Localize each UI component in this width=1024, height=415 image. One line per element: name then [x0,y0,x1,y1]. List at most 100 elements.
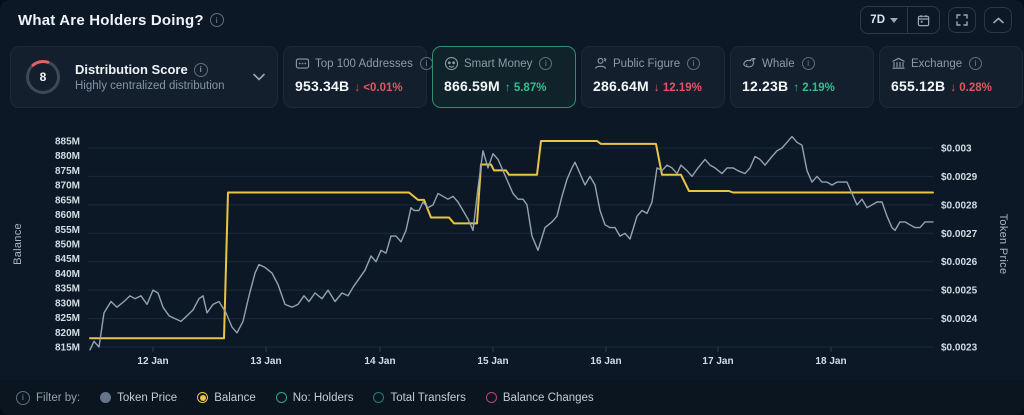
chevron-up-icon [992,16,1004,24]
left-axis-tick: 820M [55,328,80,339]
filter-option-label: Token Price [117,391,178,404]
left-axis-tick: 855M [55,225,80,236]
gridlines [88,147,933,348]
range-dropdown[interactable]: 7D [861,7,907,33]
right-axis-title: Token Price [997,214,1009,275]
right-axis-tick: $0.0029 [941,172,978,183]
stat-card-top-100-addresses[interactable]: Top 100 Addresses 953.34B ↓ <0.01% [283,46,433,108]
filter-option-label: Total Transfers [390,391,466,404]
right-axis-tick: $0.003 [941,144,972,155]
stat-value: 866.59M [444,78,500,94]
filter-option-label: Balance Changes [502,391,594,404]
price-line [89,135,934,351]
radio-icon [197,392,209,403]
stat-info-icon[interactable] [801,57,815,70]
right-axis-tick: $0.0027 [941,229,978,240]
range-control-group: 7D [860,6,940,34]
filter-option-label: No: Holders [292,391,354,404]
chart-area[interactable]: 885M 880M 875M 870M 865M 860M 855M 850M 845M 840M… [0,112,1024,378]
calendar-icon [917,14,930,27]
x-axis-tick: 15 Jan [477,356,508,367]
left-axis-tick: 885M [55,137,80,148]
filter-info-icon[interactable] [16,390,30,405]
stat-card-smart-money[interactable]: Smart Money 866.59M ↑ 5.87% [432,46,576,108]
title-info-icon[interactable] [209,13,224,27]
distribution-score-value: 8 [39,70,47,84]
top-100-icon [295,56,310,71]
left-axis-tick: 860M [55,210,80,221]
x-axis-tick: 12 Jan [137,356,168,367]
header-controls: 7D [860,6,1012,34]
left-axis-tick: 815M [55,343,80,354]
stat-label: Whale [762,57,795,70]
filter-bar: Filter by: Token Price Balance No: Holders… [0,380,1024,415]
stat-label: Public Figure [613,57,681,70]
stat-card-whale[interactable]: Whale 12.23B ↑ 2.19% [730,46,874,108]
right-axis-tick: $0.0024 [941,314,978,325]
filter-by-label: Filter by: [36,391,81,404]
balance-line [89,140,934,340]
whale-icon [742,56,757,71]
stat-change: ↓ 12.19% [653,82,702,94]
stat-label: Exchange [911,57,963,70]
left-axis-tick: 825M [55,313,80,324]
stat-change: ↓ <0.01% [354,82,403,94]
x-axis-tick: 13 Jan [250,356,281,367]
radio-icon [100,392,112,403]
page-title: What Are Holders Doing? [18,11,204,29]
distribution-subtitle: Highly centralized distribution [75,80,225,92]
left-axis-tick: 870M [55,181,80,192]
public-figure-icon [593,56,608,71]
x-axis-tick: 18 Jan [815,356,846,367]
stat-info-icon[interactable] [419,57,433,70]
stat-card-exchange[interactable]: Exchange 655.12B ↓ 0.28% [879,46,1023,108]
stat-label: Smart Money [464,57,533,70]
filter-option-balance[interactable]: Balance [197,392,256,404]
distribution-text: Distribution Score Highly centralized di… [75,62,225,92]
left-axis-tick: 830M [55,298,80,309]
stat-info-icon[interactable] [969,57,983,70]
chevron-down-icon[interactable] [253,68,265,86]
left-axis-tick: 865M [55,195,80,206]
left-axis-tick: 845M [55,254,80,265]
stat-value: 953.34B [295,78,350,94]
fullscreen-icon [956,14,968,26]
right-axis-tick: $0.0025 [941,286,978,297]
radio-icon [373,392,385,403]
exchange-icon [891,56,906,71]
stat-card-public-figure[interactable]: Public Figure 286.64M ↓ 12.19% [581,46,725,108]
stat-label: Top 100 Addresses [315,57,413,70]
stat-info-icon[interactable] [687,57,701,70]
calendar-button[interactable] [907,7,939,33]
left-axis-title: Balance [12,223,24,265]
filter-option-total-transfers[interactable]: Total Transfers [373,391,466,404]
panel-header: What Are Holders Doing? 7D [0,0,1024,40]
fullscreen-button[interactable] [948,7,976,33]
left-axis-tick: 850M [55,240,80,251]
left-axis-tick: 835M [55,284,80,295]
stat-info-icon[interactable] [539,57,553,70]
distribution-gauge: 8 [23,57,63,97]
distribution-info-icon[interactable] [193,62,208,77]
gauge-arc [31,60,50,67]
right-axis-tick: $0.0028 [941,200,978,211]
collapse-button[interactable] [984,7,1012,33]
left-axis-tick: 880M [55,151,80,162]
distribution-score-card[interactable]: 8 Distribution Score Highly centralized … [10,46,278,108]
radio-icon [485,392,497,403]
filter-option-balance-changes[interactable]: Balance Changes [485,391,594,404]
stat-change: ↓ 0.28% [950,82,992,94]
left-axis-tick: 840M [55,269,80,280]
stat-value: 12.23B [742,78,789,94]
holders-chart: 885M 880M 875M 870M 865M 860M 855M 850M 845M 840M… [12,135,1009,367]
stat-value: 655.12B [891,78,946,94]
filter-option-no-holders[interactable]: No: Holders [275,391,354,404]
filter-option-token-price[interactable]: Token Price [100,392,177,404]
stat-value: 286.64M [593,78,649,94]
smart-money-icon [444,56,459,71]
chevron-down-icon [890,17,898,23]
filter-option-label: Balance [214,391,256,404]
right-axis-tick: $0.0026 [941,257,978,268]
stat-cards: 8 Distribution Score Highly centralized … [10,46,1024,108]
